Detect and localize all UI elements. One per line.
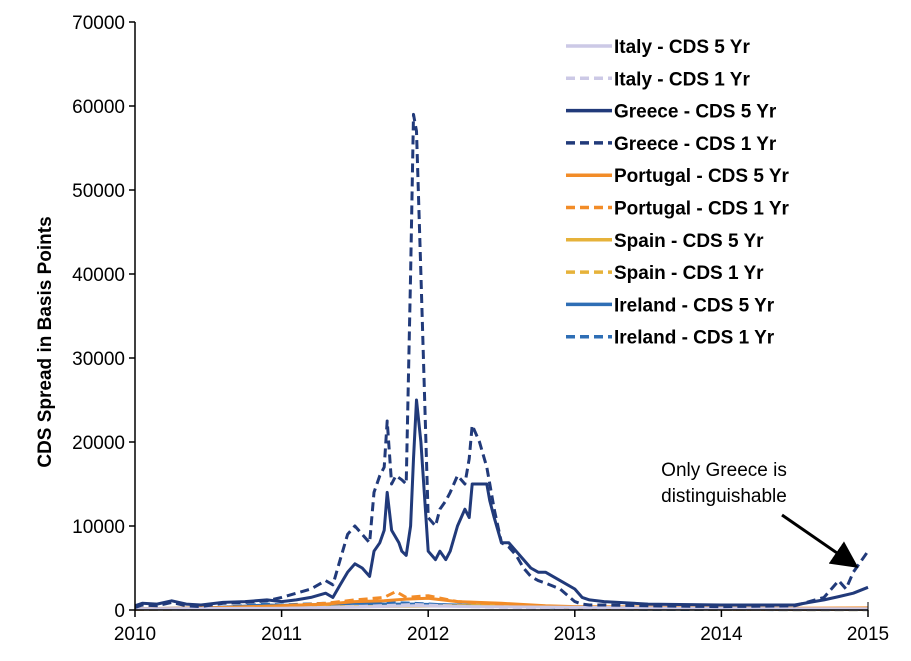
legend: Italy - CDS 5 Yr Italy - CDS 1 Yr Greece -… bbox=[566, 37, 790, 349]
x-tick-label: 2014 bbox=[700, 624, 743, 645]
x-ticks: 2010 2011 2012 2013 2014 2015 bbox=[114, 610, 889, 645]
series-line-greece-cds-5-yr bbox=[134, 398, 869, 608]
y-axis-title: CDS Spread in Basis Points bbox=[35, 216, 56, 467]
y-tick-label: 40000 bbox=[72, 265, 125, 286]
y-tick-label: 60000 bbox=[72, 97, 125, 118]
y-ticks: 0 10000 20000 30000 40000 50000 60000 70000 bbox=[72, 13, 135, 622]
legend-label: Portugal - CDS 5 Yr bbox=[614, 166, 790, 187]
legend-label: Spain - CDS 5 Yr bbox=[614, 231, 764, 252]
legend-label: Italy - CDS 5 Yr bbox=[614, 37, 750, 58]
annotation-arrow bbox=[781, 513, 859, 568]
legend-label: Italy - CDS 1 Yr bbox=[614, 69, 750, 90]
y-tick-label: 70000 bbox=[72, 13, 125, 34]
annotation: Only Greece is distinguishable bbox=[661, 460, 859, 568]
y-tick-label: 20000 bbox=[72, 433, 125, 454]
legend-label: Portugal - CDS 1 Yr bbox=[614, 199, 790, 220]
x-tick-label: 2015 bbox=[847, 624, 889, 645]
series-layer bbox=[134, 112, 870, 612]
y-tick-label: 10000 bbox=[72, 517, 125, 538]
legend-label: Greece - CDS 1 Yr bbox=[614, 134, 777, 155]
x-tick-label: 2013 bbox=[554, 624, 596, 645]
legend-label: Ireland - CDS 5 Yr bbox=[614, 295, 775, 316]
legend-label: Ireland - CDS 1 Yr bbox=[614, 328, 775, 349]
annotation-line-1: Only Greece is bbox=[661, 460, 787, 481]
legend-label: Greece - CDS 5 Yr bbox=[614, 102, 777, 123]
x-tick-label: 2012 bbox=[407, 624, 449, 645]
x-tick-label: 2010 bbox=[114, 624, 156, 645]
series-line-portugal-cds-1-yr bbox=[134, 590, 868, 611]
axes: 0 10000 20000 30000 40000 50000 60000 70000 201… bbox=[72, 13, 889, 645]
y-tick-label: 50000 bbox=[72, 181, 125, 202]
legend-label: Spain - CDS 1 Yr bbox=[614, 263, 764, 284]
y-tick-label: 30000 bbox=[72, 349, 125, 370]
y-tick-label: 0 bbox=[114, 601, 125, 622]
x-tick-label: 2011 bbox=[261, 624, 302, 645]
annotation-line-2: distinguishable bbox=[661, 486, 787, 507]
series-line-greece-cds-1-yr bbox=[134, 112, 870, 609]
